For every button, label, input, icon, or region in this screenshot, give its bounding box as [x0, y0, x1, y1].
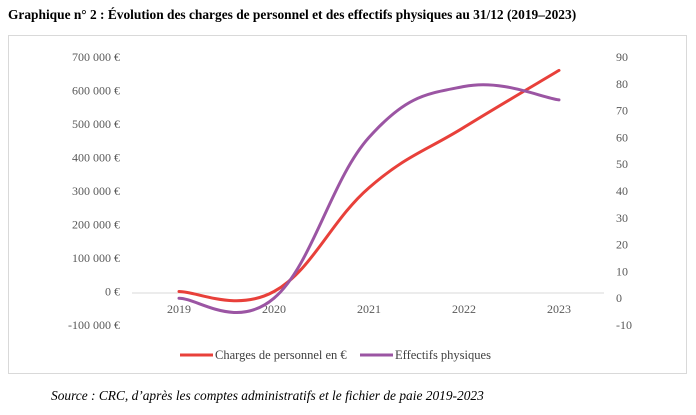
- chart-title: Graphique n° 2 : Évolution des charges d…: [8, 7, 577, 22]
- right-tick-label: 70: [616, 104, 628, 118]
- left-tick-label: 100 000 €: [72, 251, 120, 265]
- legend-label-1: Charges de personnel en €: [215, 348, 347, 362]
- right-axis-ticks: 90 80 70 60 50 40 30 20 10 0 -10: [616, 50, 632, 332]
- right-tick-label: 10: [616, 264, 628, 278]
- x-tick-label: 2020: [262, 302, 286, 316]
- right-tick-label: 30: [616, 211, 628, 225]
- legend-label-2: Effectifs physiques: [395, 348, 491, 362]
- right-tick-label: 80: [616, 77, 628, 91]
- line-chart: 700 000 €600 000 €500 000 €400 000 €300 …: [68, 50, 632, 362]
- right-tick-label: 20: [616, 238, 628, 252]
- left-tick-label: -100 000 €: [68, 318, 120, 332]
- right-tick-label: 40: [616, 184, 628, 198]
- left-tick-label: 300 000 €: [72, 184, 120, 198]
- left-tick-label: 700 000 €: [72, 50, 120, 64]
- right-tick-label: 60: [616, 130, 628, 144]
- x-axis-ticks: 2019 2020 2021 2022 2023: [167, 302, 571, 316]
- left-tick-label: 400 000 €: [72, 151, 120, 165]
- source-note: Source : CRC, d’après les comptes admini…: [51, 388, 484, 403]
- series-line-2: [177, 83, 561, 314]
- x-tick-label: 2019: [167, 302, 191, 316]
- x-tick-label: 2023: [547, 302, 571, 316]
- left-tick-label: 200 000 €: [72, 218, 120, 232]
- right-tick-label: 50: [616, 157, 628, 171]
- right-tick-label: -10: [616, 318, 632, 332]
- left-tick-label: 0 €: [105, 285, 120, 299]
- left-tick-label: 600 000 €: [72, 84, 120, 98]
- legend: Charges de personnel en € Effectifs physi…: [180, 348, 491, 362]
- series-line-1: [177, 68, 561, 303]
- x-tick-label: 2021: [357, 302, 381, 316]
- x-tick-label: 2022: [452, 302, 476, 316]
- right-tick-label: 90: [616, 50, 628, 64]
- chart-frame: [8, 35, 687, 374]
- left-axis-ticks: 700 000 € 600 000 € 500 000 € 400 000 € 300 …: [68, 50, 120, 332]
- right-tick-label: 0: [616, 291, 622, 305]
- series-lines: [177, 68, 561, 314]
- left-tick-label: 500 000 €: [72, 117, 120, 131]
